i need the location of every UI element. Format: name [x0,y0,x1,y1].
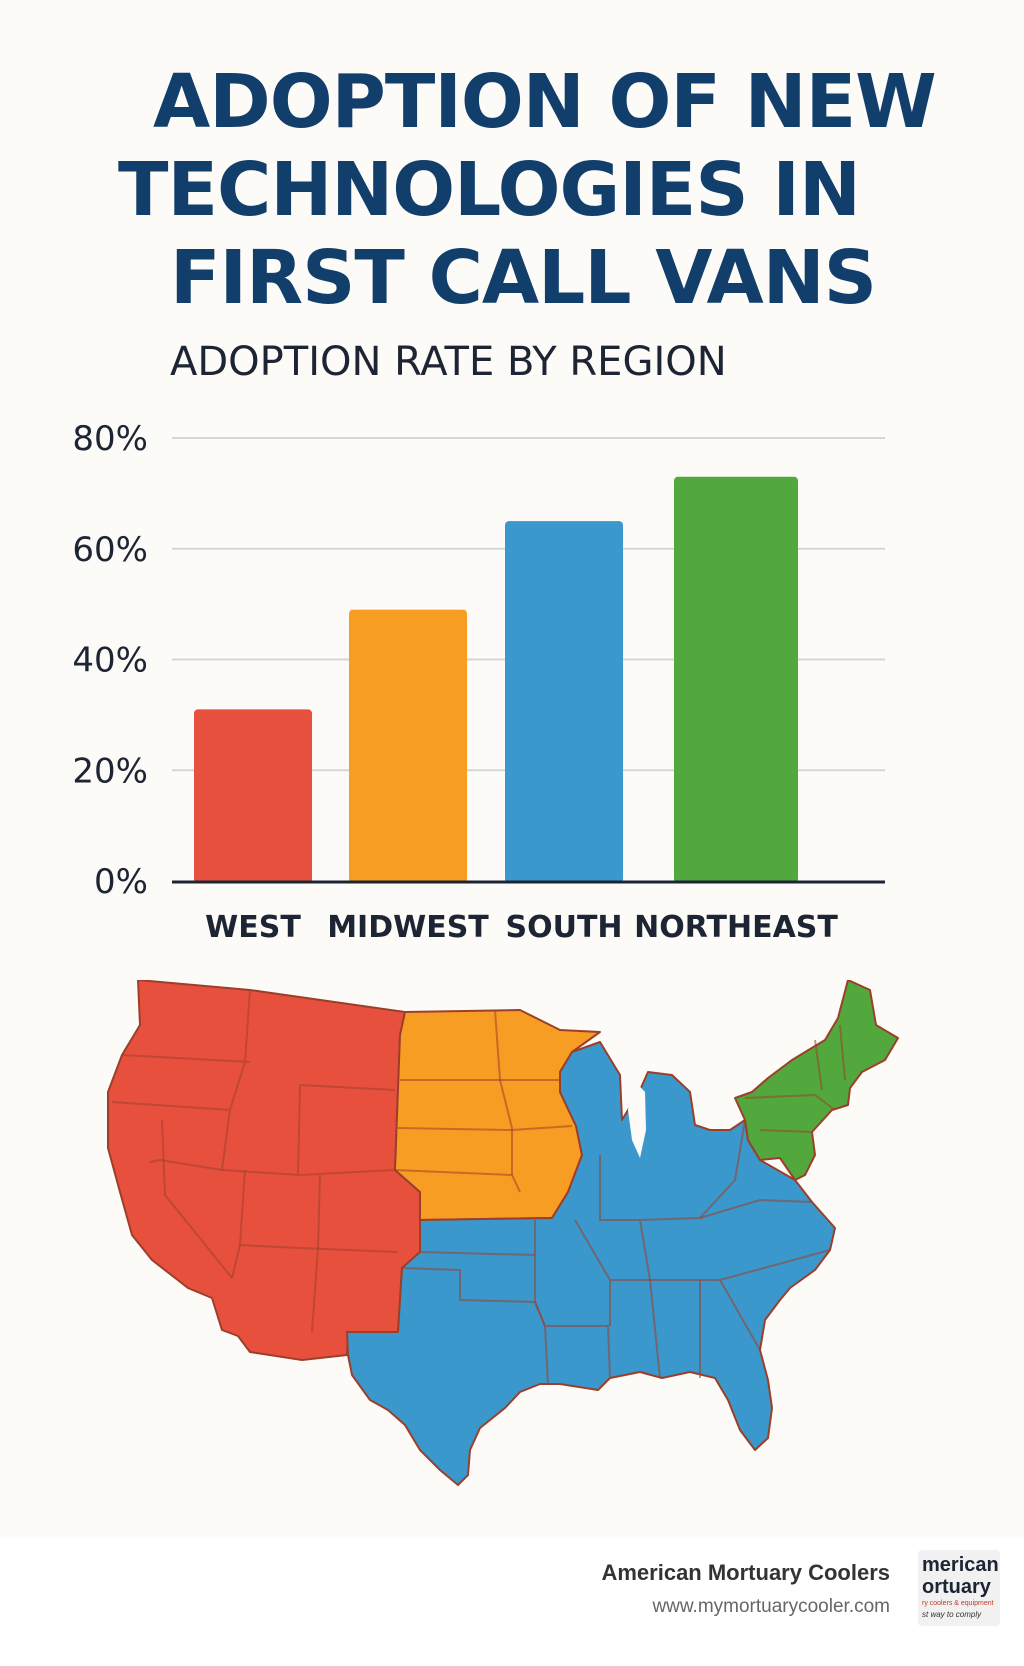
map-region-northeast [734,980,899,1181]
x-tick-label: NORTHEAST [634,910,838,945]
footer: American Mortuary Coolers www.mymortuary… [0,1538,1024,1666]
x-tick-label: WEST [205,910,301,945]
map-region-south [346,1041,836,1486]
bar-south [505,521,623,883]
region-west-shape [107,980,421,1361]
midwest-state-borders [394,1009,573,1193]
y-tick-label: 60% [72,530,148,570]
map-region-midwest [394,1009,601,1221]
south-state-borders [401,1119,831,1386]
x-tick-label: SOUTH [505,910,622,945]
bar-midwest [349,609,467,883]
logo-text-1: merican [922,1554,999,1576]
main-title: ADOPTION OF NEW TECHNOLOGIES IN FIRST CA… [0,58,1024,322]
y-tick-label: 0% [94,862,148,902]
brand-name: American Mortuary Coolers [601,1560,890,1585]
chart-title: ADOPTION RATE BY REGION [170,340,727,385]
title-line-1: ADOPTION OF NEW [153,59,937,145]
x-tick-label: MIDWEST [327,910,489,945]
bar-west [194,709,312,883]
title-line-2: TECHNOLOGIES IN [118,147,861,233]
x-axis-labels: WEST MIDWEST SOUTH NORTHEAST [205,910,838,945]
region-northeast-shape [734,980,899,1181]
northeast-state-borders [744,1024,846,1133]
map-region-west [107,980,421,1361]
west-state-borders [111,989,399,1333]
logo-text-3: ry coolers & equipment [922,1600,994,1607]
lake-michigan [628,1078,646,1158]
logo-text-4: st way to comply [922,1610,982,1619]
y-axis-ticks: 0% 20% 40% 60% 80% [72,419,148,902]
us-region-map [107,980,899,1486]
bars [194,476,798,883]
brand-logo: merican ortuary ry coolers & equipment s… [918,1550,1000,1626]
y-tick-label: 40% [72,641,148,681]
bar-northeast [674,476,798,883]
logo-text-2: ortuary [922,1576,991,1598]
title-line-3: FIRST CALL VANS [170,235,877,321]
y-tick-label: 80% [72,419,148,459]
bar-chart: ADOPTION RATE BY REGION 0% 20% 40% 60% 80% W… [72,340,885,945]
brand-url: www.mymortuarycooler.com [652,1596,890,1617]
y-tick-label: 20% [72,751,148,791]
region-south-shape [346,1041,836,1486]
